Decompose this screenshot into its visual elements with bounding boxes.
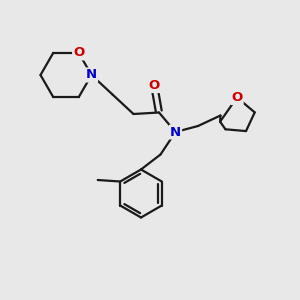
Text: O: O bbox=[149, 79, 160, 92]
Text: O: O bbox=[231, 91, 243, 104]
Text: N: N bbox=[86, 68, 97, 82]
Text: N: N bbox=[170, 125, 181, 139]
Text: O: O bbox=[73, 46, 84, 59]
